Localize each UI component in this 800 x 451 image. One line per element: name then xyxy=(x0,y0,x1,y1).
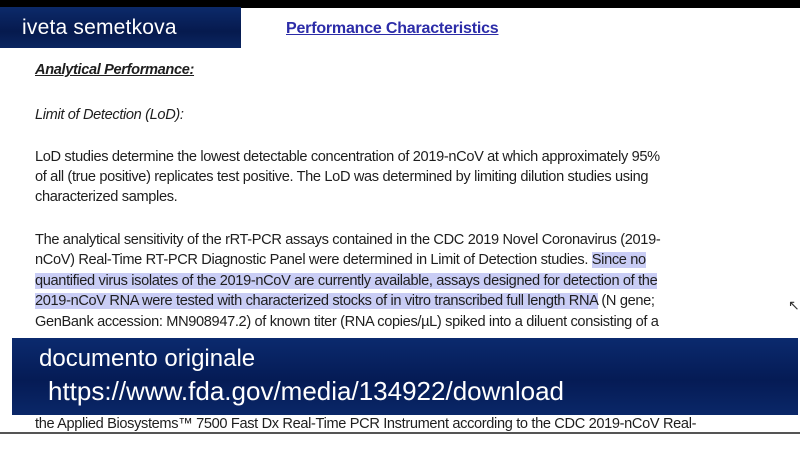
section-heading: Analytical Performance: xyxy=(35,62,195,78)
text: nCoV) Real-Time RT-PCR Diagnostic Panel … xyxy=(35,252,592,268)
presenter-name: iveta semetkova xyxy=(22,16,177,39)
paragraph-line: GenBank accession: MN908947.2) of known … xyxy=(35,314,659,330)
paragraph-line: characterized samples. xyxy=(35,189,178,205)
paragraph-line: of all (true positive) replicates test p… xyxy=(35,169,649,185)
paragraph-line: 2019-nCoV RNA were tested with character… xyxy=(35,293,655,309)
paragraph-line: the Applied Biosystems™ 7500 Fast Dx Rea… xyxy=(35,416,697,432)
paragraph-line: The analytical sensitivity of the rRT-PC… xyxy=(35,232,661,248)
text: (N gene; xyxy=(597,293,655,309)
paragraph-line: quantified virus isolates of the 2019-nC… xyxy=(35,273,658,289)
subsection-heading: Limit of Detection (LoD): xyxy=(35,107,184,123)
document-title: Performance Characteristics xyxy=(286,20,499,37)
paragraph-line: nCoV) Real-Time RT-PCR Diagnostic Panel … xyxy=(35,252,646,268)
caption-label: documento originale xyxy=(39,345,256,372)
divider xyxy=(0,432,800,434)
paragraph-line: LoD studies determine the lowest detecta… xyxy=(35,149,660,165)
highlighted-text: quantified virus isolates of the 2019-nC… xyxy=(35,273,658,289)
highlighted-text: Since no xyxy=(591,252,646,268)
caption-url[interactable]: https://www.fda.gov/media/134922/downloa… xyxy=(48,376,565,406)
mouse-cursor-icon: ↖ xyxy=(788,297,800,313)
top-black-bar xyxy=(0,0,800,8)
source-caption-banner: documento originale https://www.fda.gov/… xyxy=(12,338,798,415)
highlighted-text: 2019-nCoV RNA were tested with character… xyxy=(35,293,598,309)
bottom-strip xyxy=(0,434,800,451)
presenter-name-banner: iveta semetkova xyxy=(0,7,241,48)
